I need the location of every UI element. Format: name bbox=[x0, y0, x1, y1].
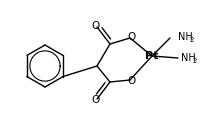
Text: 2: 2 bbox=[189, 37, 194, 43]
Text: O: O bbox=[92, 21, 100, 31]
Text: O: O bbox=[127, 32, 135, 42]
Text: 2: 2 bbox=[192, 58, 197, 64]
Text: O: O bbox=[127, 76, 135, 86]
Text: Pt: Pt bbox=[145, 51, 159, 61]
Text: O: O bbox=[92, 95, 100, 105]
Text: NH: NH bbox=[181, 53, 196, 63]
Text: NH: NH bbox=[178, 32, 193, 42]
